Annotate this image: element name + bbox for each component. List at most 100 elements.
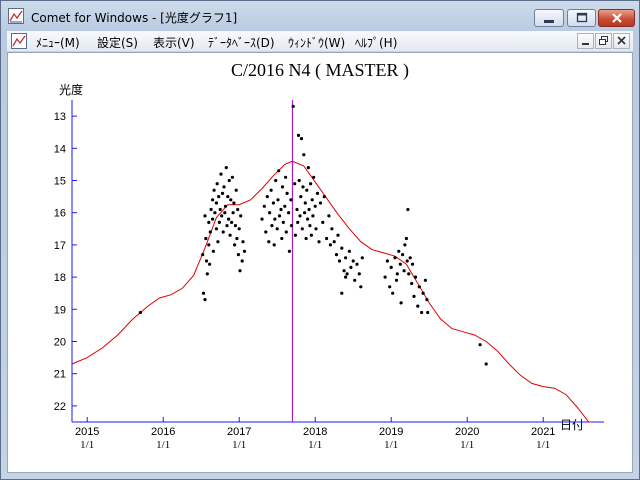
observation-point	[327, 214, 331, 218]
observation-point	[407, 272, 411, 276]
menu-menu[interactable]: ﾒﾆｭｰ(M)	[36, 36, 80, 50]
minimize-button[interactable]	[534, 9, 564, 27]
observation-point	[227, 178, 231, 183]
observation-point	[214, 227, 218, 231]
observation-point	[302, 153, 306, 157]
x-tick-year: 2021	[531, 426, 555, 438]
observation-point	[268, 211, 272, 215]
x-tick-year: 2017	[227, 426, 251, 438]
observation-point	[398, 262, 402, 266]
observation-point	[287, 249, 291, 253]
observation-point	[300, 227, 304, 231]
observation-point	[293, 233, 297, 237]
close-button[interactable]	[598, 9, 635, 27]
observation-point	[237, 227, 241, 231]
observation-point	[233, 243, 237, 247]
observation-point	[234, 188, 238, 192]
observation-point	[269, 188, 273, 192]
y-tick-label: 19	[54, 304, 66, 316]
mdi-close-button[interactable]	[613, 33, 630, 49]
observation-point	[208, 262, 212, 266]
observation-point	[328, 243, 332, 247]
x-tick-year: 2020	[455, 426, 479, 438]
observation-point	[347, 249, 351, 253]
observation-point	[267, 240, 271, 244]
x-tick-date: 1/1	[156, 439, 170, 451]
menu-view[interactable]: 表示(V)	[153, 36, 195, 50]
observation-point	[217, 195, 221, 199]
observation-point	[223, 204, 228, 208]
minimize-icon	[582, 43, 589, 45]
observation-point	[405, 259, 409, 263]
mdi-restore-button[interactable]	[595, 33, 612, 49]
menu-database[interactable]: ﾃﾞｰﾀﾍﾞｰｽ(D)	[208, 36, 275, 50]
title-bar[interactable]: Comet for Windows - [光度グラフ1]	[1, 1, 639, 31]
observation-point	[204, 236, 208, 241]
observation-point	[404, 236, 408, 241]
observation-point	[399, 301, 403, 305]
x-tick-year: 2019	[379, 426, 403, 438]
observation-point	[220, 191, 225, 195]
observation-point	[285, 191, 289, 195]
observation-point	[236, 207, 240, 212]
observation-point	[304, 236, 308, 241]
menu-help[interactable]: ﾍﾙﾌﾟ(H)	[355, 36, 398, 50]
observation-point	[295, 207, 299, 212]
observation-point	[238, 269, 242, 273]
observation-point	[410, 281, 414, 286]
observation-point	[330, 227, 334, 231]
observation-point	[425, 298, 429, 302]
x-tick-date: 1/1	[536, 439, 550, 451]
observation-point	[229, 198, 233, 202]
observation-point	[355, 262, 359, 266]
observation-point	[289, 198, 293, 202]
observation-point	[385, 259, 389, 263]
observation-point	[209, 207, 213, 212]
observation-point	[203, 214, 207, 218]
mdi-minimize-button[interactable]	[577, 33, 594, 49]
observation-point	[214, 201, 218, 205]
maximize-icon	[576, 12, 587, 23]
chart-app-icon[interactable]	[8, 8, 24, 24]
observation-point	[226, 195, 230, 199]
observation-point	[325, 236, 329, 241]
observation-point	[321, 220, 325, 224]
observation-point	[403, 243, 407, 247]
observation-point	[309, 233, 313, 237]
observation-point	[337, 259, 342, 263]
observation-point	[296, 133, 301, 137]
observation-point	[391, 291, 395, 295]
observation-point	[344, 275, 348, 279]
chart-title: C/2016 N4 ( MASTER )	[231, 60, 409, 81]
ticks: 1314151617181920212220151/120161/120171/…	[54, 111, 556, 451]
x-tick-year: 2016	[151, 426, 175, 438]
x-tick-year: 2018	[303, 426, 327, 438]
prediction-curve	[71, 160, 593, 423]
observation-point	[277, 214, 282, 218]
observation-point	[281, 220, 285, 224]
observation-point	[357, 272, 361, 276]
y-axis-label: 光度	[59, 82, 83, 97]
observation-point	[203, 298, 207, 302]
observation-point	[284, 230, 288, 234]
observation-point	[231, 211, 235, 215]
observation-point	[201, 291, 206, 295]
document-icon[interactable]	[11, 33, 27, 49]
observation-point	[306, 217, 310, 221]
observation-point	[290, 224, 294, 228]
observation-point	[351, 259, 355, 263]
observation-point	[275, 227, 279, 231]
observation-point	[301, 185, 305, 189]
menu-settings[interactable]: 設定(S)	[97, 36, 138, 50]
magnitude-chart: C/2016 N4 ( MASTER ) 光度 日付 13 14 15 16 17 18 1…	[54, 60, 604, 451]
menu-window[interactable]: ｳｨﾝﾄﾞｳ(W)	[288, 36, 346, 50]
y-tick-label: 14	[54, 143, 66, 155]
observation-point	[299, 137, 304, 141]
observation-point	[344, 256, 348, 260]
maximize-button[interactable]	[567, 9, 596, 27]
observation-point	[408, 256, 412, 260]
observation-point	[317, 240, 321, 244]
window-title: Comet for Windows - [光度グラフ1]	[31, 11, 238, 25]
observation-point	[262, 204, 266, 208]
